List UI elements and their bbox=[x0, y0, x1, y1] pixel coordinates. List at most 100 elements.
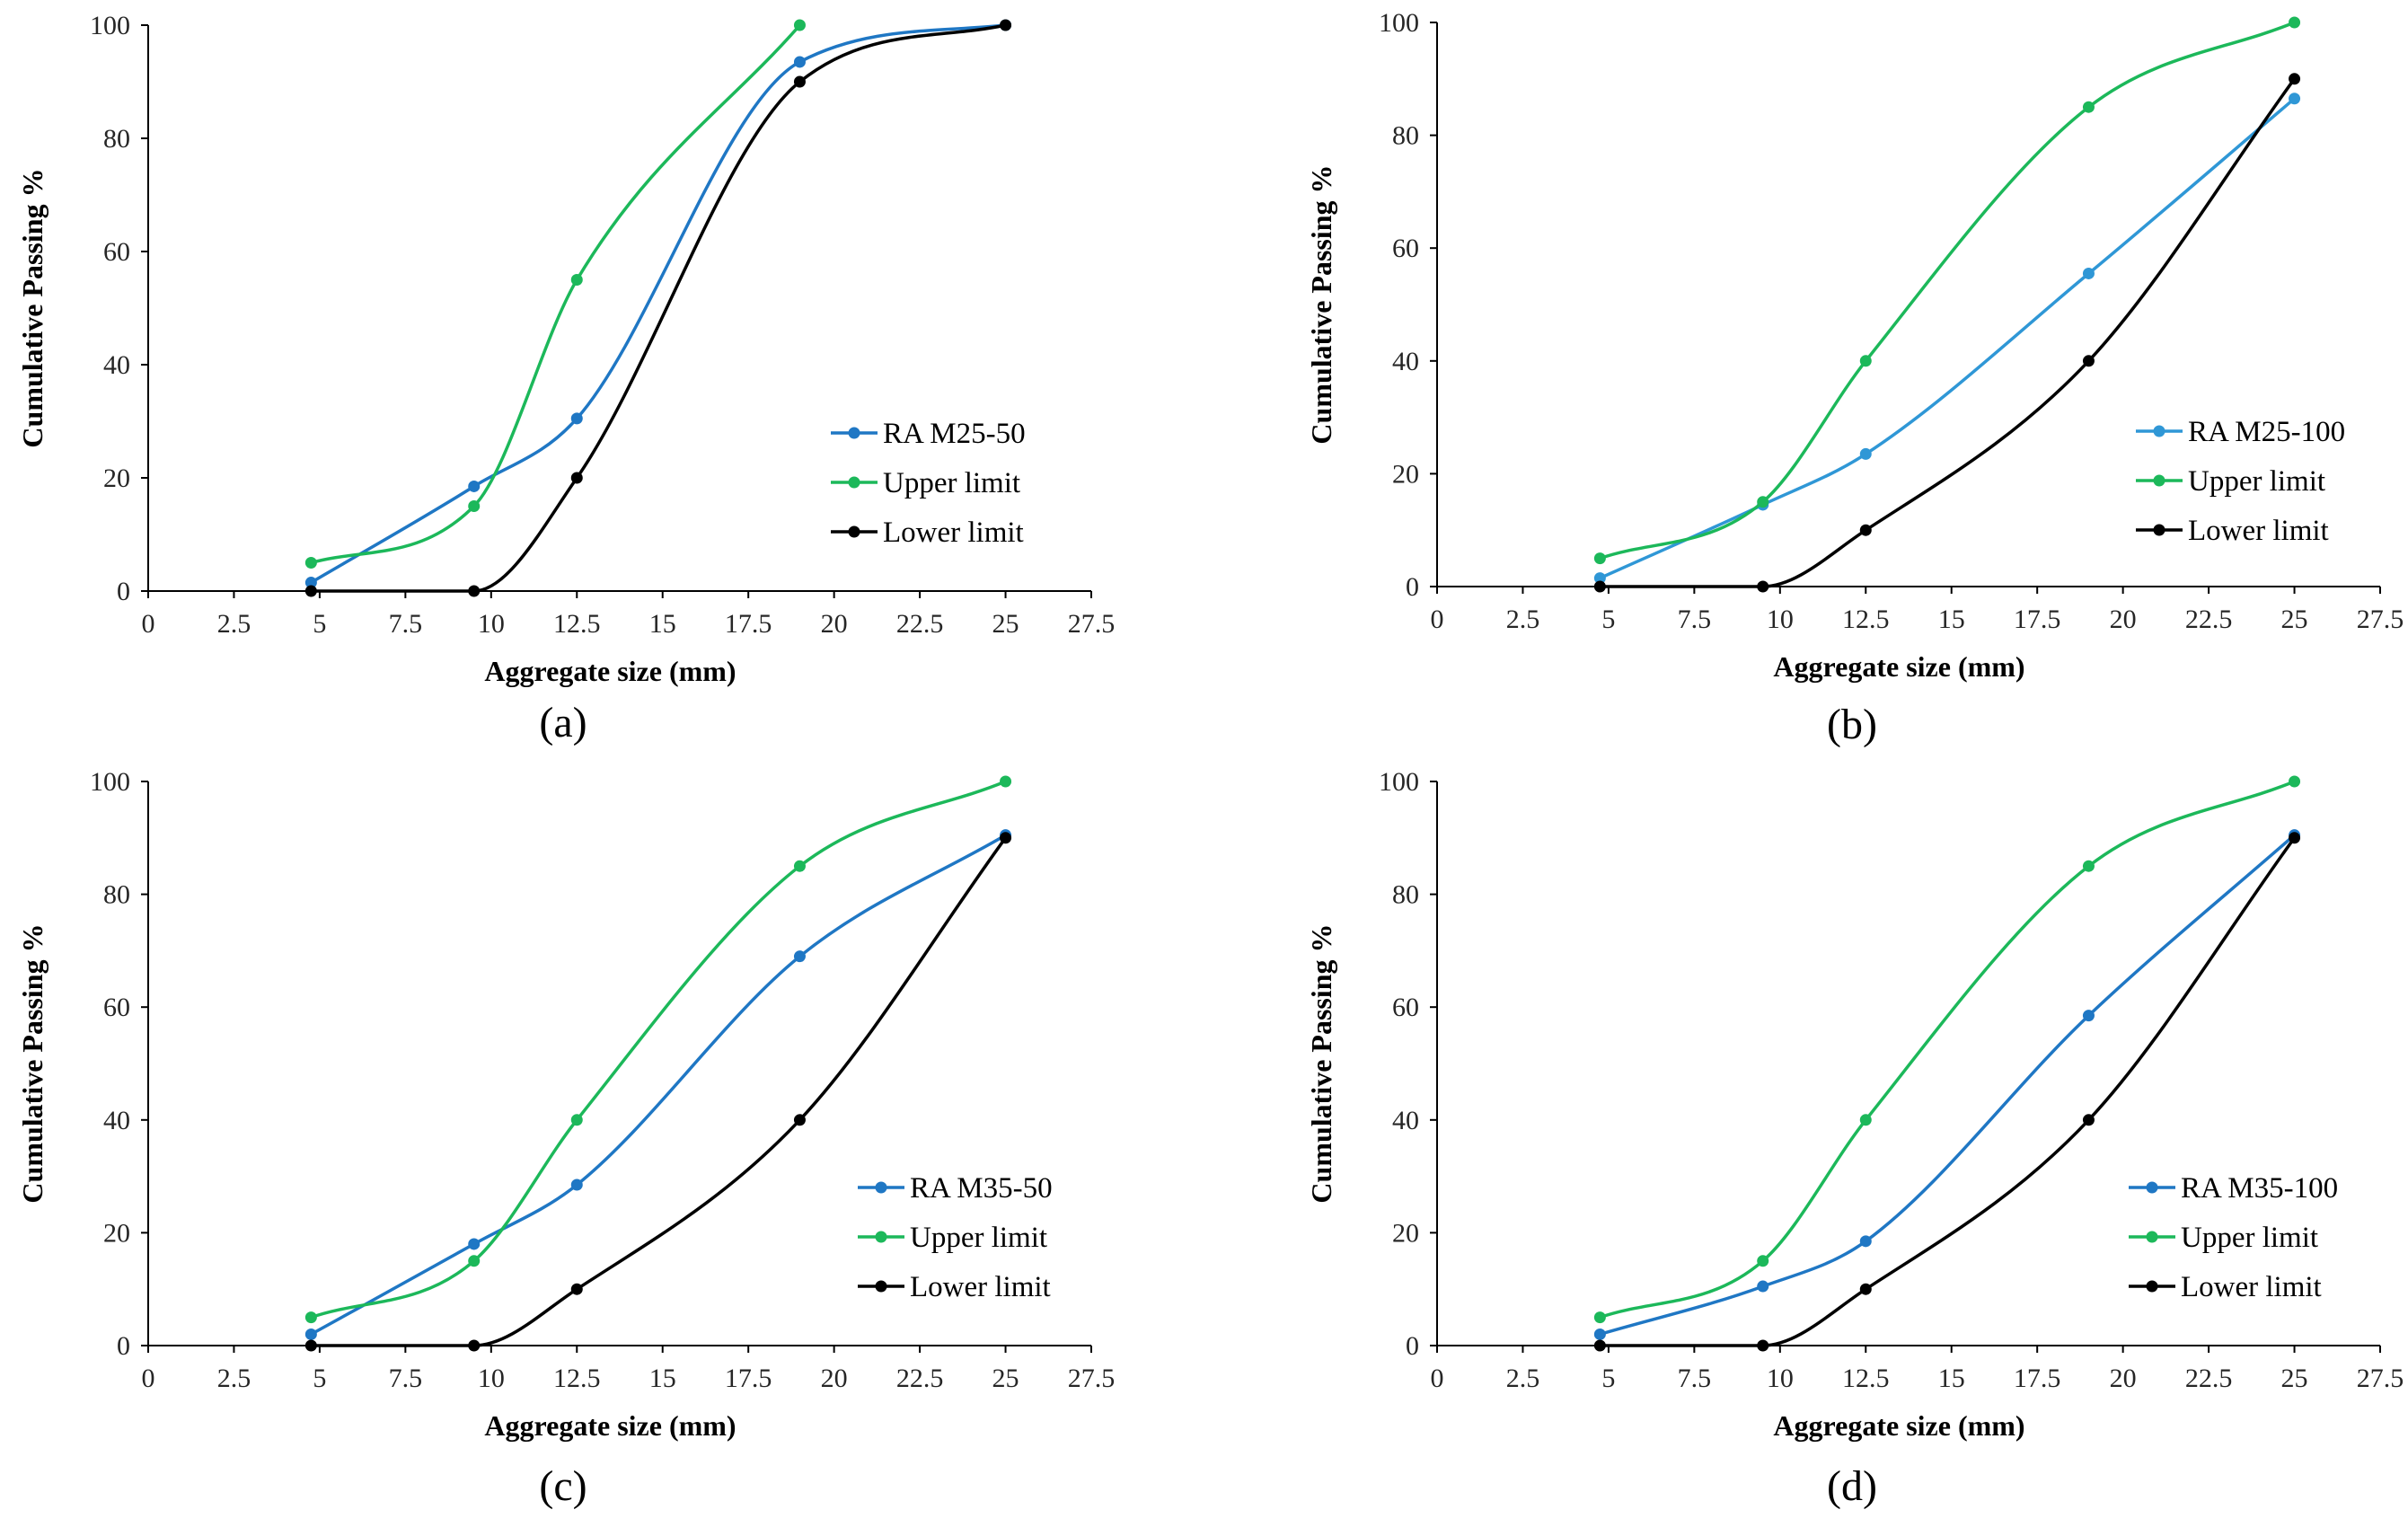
data-point bbox=[1593, 580, 1606, 593]
data-point bbox=[304, 577, 317, 589]
data-point bbox=[1593, 1311, 1606, 1324]
y-tick-label: 40 bbox=[1392, 347, 1419, 376]
series-line-3 bbox=[309, 23, 1008, 593]
legend-swatch-marker bbox=[848, 476, 860, 489]
legend-label: RA M35-100 bbox=[2181, 1172, 2338, 1205]
y-tick-label: 80 bbox=[1392, 880, 1419, 910]
series-line-2 bbox=[309, 23, 802, 565]
y-tick-label: 80 bbox=[1392, 121, 1419, 151]
x-tick-label: 7.5 bbox=[1678, 605, 1712, 634]
data-point bbox=[1757, 1339, 1769, 1352]
data-point bbox=[1859, 1283, 1872, 1295]
panel-label: (b) bbox=[1827, 701, 1877, 748]
x-tick-label: 2.5 bbox=[1506, 1364, 1540, 1393]
x-tick-label: 25 bbox=[992, 609, 1019, 639]
data-point bbox=[2082, 101, 2095, 113]
x-tick-label: 5 bbox=[1601, 1364, 1615, 1393]
data-point bbox=[1859, 355, 1872, 367]
x-tick-label: 2.5 bbox=[217, 609, 251, 639]
legend: RA M25-100 Upper limit Lower limit bbox=[2136, 416, 2345, 547]
data-point bbox=[2289, 73, 2301, 85]
legend-swatch-marker bbox=[875, 1280, 887, 1293]
legend-label: Upper limit bbox=[2188, 465, 2325, 498]
data-point bbox=[2289, 16, 2301, 29]
x-tick-label: 20 bbox=[2110, 1364, 2137, 1393]
x-tick-label: 25 bbox=[992, 1364, 1019, 1393]
y-tick-label: 20 bbox=[103, 1218, 130, 1248]
series-line-1 bbox=[309, 833, 1008, 1337]
data-point bbox=[1000, 775, 1012, 788]
legend-label: Upper limit bbox=[883, 467, 1020, 499]
series-line-2 bbox=[1598, 21, 2297, 561]
y-tick-label: 40 bbox=[1392, 1106, 1419, 1135]
x-tick-label: 22.5 bbox=[2185, 605, 2233, 634]
x-tick-label: 27.5 bbox=[2357, 605, 2404, 634]
data-point bbox=[1859, 447, 1872, 460]
legend-swatch-marker bbox=[875, 1181, 887, 1194]
y-tick-label: 0 bbox=[117, 577, 130, 606]
series-line-2 bbox=[1598, 780, 2297, 1320]
data-point bbox=[570, 412, 583, 425]
x-tick-label: 10 bbox=[1767, 605, 1794, 634]
x-tick-label: 7.5 bbox=[389, 609, 423, 639]
x-tick-label: 27.5 bbox=[1068, 1364, 1116, 1393]
x-tick-label: 2.5 bbox=[217, 1364, 251, 1393]
x-tick-label: 22.5 bbox=[896, 609, 944, 639]
x-tick-label: 0 bbox=[1431, 1364, 1444, 1393]
y-tick-label: 60 bbox=[1392, 234, 1419, 263]
data-point bbox=[1757, 1255, 1769, 1267]
x-tick-label: 25 bbox=[2281, 1364, 2308, 1393]
data-point bbox=[304, 585, 317, 597]
x-tick-label: 20 bbox=[821, 1364, 848, 1393]
legend-swatch-marker bbox=[2146, 1231, 2158, 1243]
y-axis-title: Cumulative Passing % bbox=[1305, 923, 1337, 1203]
data-point bbox=[468, 1238, 481, 1250]
y-tick-label: 20 bbox=[103, 463, 130, 493]
legend-label: Lower limit bbox=[883, 516, 1024, 549]
series-line-3 bbox=[1598, 836, 2297, 1347]
series-line-1 bbox=[1598, 97, 2297, 580]
data-point bbox=[570, 472, 583, 484]
x-tick-label: 15 bbox=[1938, 605, 1965, 634]
legend-label: RA M25-100 bbox=[2188, 416, 2345, 448]
data-point bbox=[2082, 860, 2095, 872]
y-tick-label: 100 bbox=[90, 11, 130, 40]
series-line-1 bbox=[309, 23, 1008, 585]
legend-label: Lower limit bbox=[910, 1271, 1051, 1303]
data-point bbox=[793, 19, 806, 31]
x-tick-label: 5 bbox=[1601, 605, 1615, 634]
x-tick-label: 20 bbox=[2110, 605, 2137, 634]
data-point bbox=[1859, 1235, 1872, 1248]
data-point bbox=[570, 1283, 583, 1295]
panel-label: (d) bbox=[1827, 1462, 1877, 1510]
data-point bbox=[468, 1339, 481, 1352]
x-axis-title: Aggregate size (mm) bbox=[484, 1409, 736, 1442]
data-point bbox=[2082, 1114, 2095, 1126]
data-point bbox=[2082, 267, 2095, 279]
data-point bbox=[2082, 1010, 2095, 1022]
data-point bbox=[468, 1255, 481, 1267]
legend-swatch-marker bbox=[2153, 524, 2165, 536]
data-point bbox=[1859, 524, 1872, 536]
data-point bbox=[2082, 355, 2095, 367]
data-point bbox=[468, 480, 481, 492]
data-point bbox=[468, 585, 481, 597]
x-tick-label: 15 bbox=[1938, 1364, 1965, 1393]
x-tick-label: 7.5 bbox=[1678, 1364, 1712, 1393]
data-point bbox=[304, 1311, 317, 1324]
x-tick-label: 7.5 bbox=[389, 1364, 423, 1393]
x-tick-label: 27.5 bbox=[1068, 609, 1116, 639]
chart-panel-b: 0 2.5 5 7.5 10 12.5 15 17.5 20 22.5 25 27.5 0 20 40 60 8… bbox=[1305, 8, 2404, 748]
x-tick-label: 0 bbox=[142, 609, 155, 639]
series-line-2 bbox=[309, 780, 1008, 1320]
x-tick-label: 17.5 bbox=[2014, 1364, 2061, 1393]
x-tick-label: 17.5 bbox=[2014, 605, 2061, 634]
legend-swatch-marker bbox=[848, 427, 860, 439]
y-tick-label: 40 bbox=[103, 1106, 130, 1135]
x-tick-label: 0 bbox=[142, 1364, 155, 1393]
legend-label: Lower limit bbox=[2181, 1271, 2322, 1303]
x-tick-label: 27.5 bbox=[2357, 1364, 2404, 1393]
data-point bbox=[1593, 1339, 1606, 1352]
data-point bbox=[1000, 832, 1012, 844]
data-point bbox=[570, 1178, 583, 1191]
